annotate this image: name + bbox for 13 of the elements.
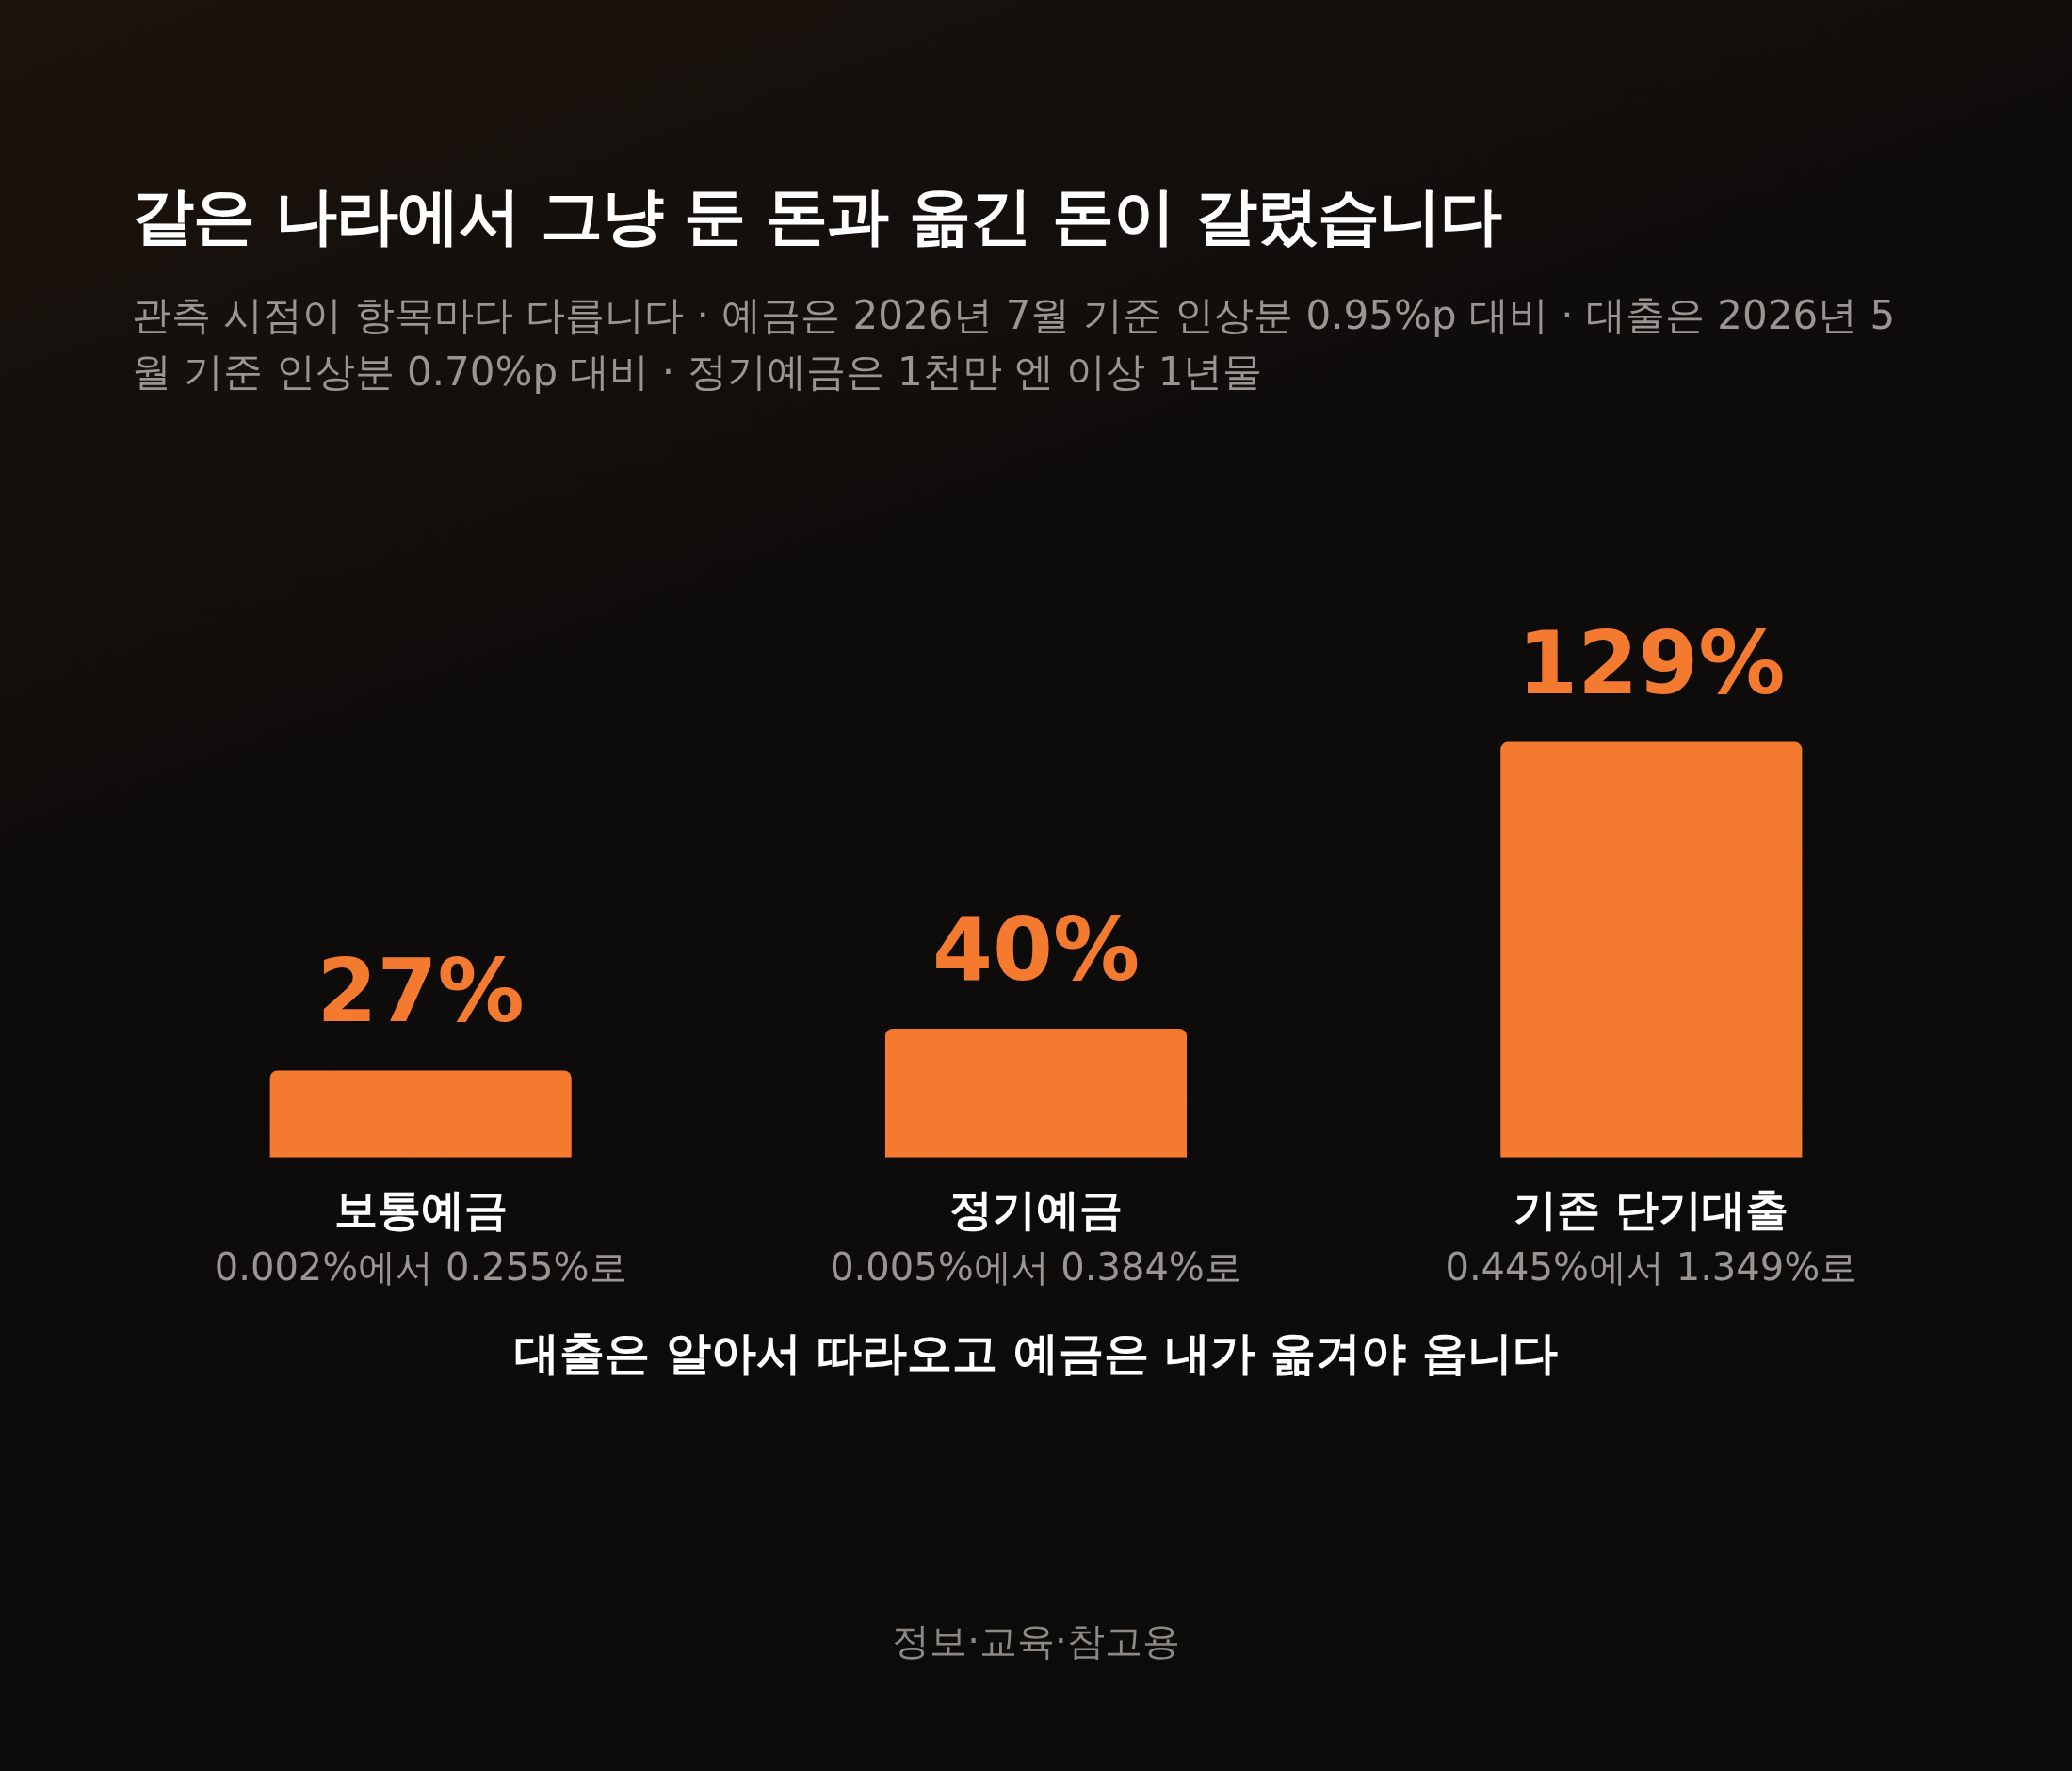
text: 0.005%에서 0.384%로 xyxy=(830,1245,1242,1290)
chart-subtitle: 관측 시점이 항목마다 다릅니다 · 예금은 2026년 7월 기준 인상분 0.95%p 대비 · 대출은 2026년 5월 기준 인상분 0.70%p 대비 · 정기예금은 1천만 엔 이상 1년물 xyxy=(132,291,1897,397)
x-tick-label: 기존 단기대출 xyxy=(1514,1184,1789,1236)
text: 대출은 알아서 따라오고 예금은 내가 옮겨야 옵니다 xyxy=(512,1325,1560,1381)
data-label: 27% xyxy=(316,941,525,1043)
chart-title: 같은 나라에서 그냥 둔 돈과 옮긴 돈이 갈렸습니다 xyxy=(132,179,1501,254)
text: 정보·교육·참고용 xyxy=(891,1618,1181,1665)
x-tick-label: 정기예금 xyxy=(949,1184,1123,1236)
data-label: 129% xyxy=(1517,612,1786,714)
data-label: 40% xyxy=(931,899,1141,1000)
x-tick-label: 보통예금 xyxy=(333,1184,508,1236)
text: 0.002%에서 0.255%로 xyxy=(214,1245,627,1290)
text: 0.445%에서 1.349%로 xyxy=(1445,1245,1858,1290)
